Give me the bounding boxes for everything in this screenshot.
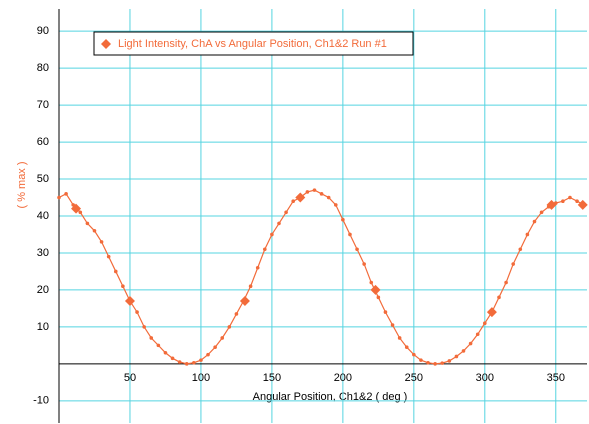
data-point (135, 310, 139, 314)
y-tick-label: 50 (37, 173, 49, 185)
data-point (220, 336, 225, 340)
y-axis-label: ( % max ) (16, 161, 28, 208)
data-point (504, 280, 508, 285)
data-marker (370, 284, 381, 295)
data-point (333, 203, 338, 207)
data-point (426, 360, 430, 365)
legend-box (93, 31, 414, 56)
data-point (255, 265, 260, 270)
y-tick-label: 20 (37, 284, 49, 296)
y-tick-label: 60 (37, 136, 49, 148)
data-point (85, 221, 90, 226)
data-point (532, 219, 537, 224)
data-point (284, 210, 288, 215)
data-point (461, 349, 466, 353)
data-point (156, 343, 161, 348)
data-point (142, 325, 146, 329)
y-tick-label: 40 (37, 210, 49, 222)
data-point (568, 195, 572, 200)
x-tick-label: 350 (547, 372, 565, 384)
data-point (170, 356, 175, 361)
data-point (277, 221, 281, 226)
y-tick-label: 30 (37, 247, 49, 259)
data-point (113, 269, 118, 274)
y-tick-label: -10 (33, 395, 49, 407)
data-point (121, 284, 125, 289)
y-tick-label: 10 (37, 321, 49, 333)
data-point (57, 195, 61, 200)
data-point (518, 247, 523, 252)
data-point (483, 321, 487, 325)
data-point (369, 280, 374, 285)
data-point (270, 232, 274, 237)
x-tick-label: 100 (192, 372, 210, 384)
data-point (397, 336, 402, 340)
x-tick-label: 150 (263, 372, 281, 384)
data-point (163, 350, 168, 355)
data-point (227, 325, 232, 329)
data-point (99, 240, 104, 244)
data-point (383, 310, 388, 314)
x-tick-label: 200 (334, 372, 352, 384)
data-point (348, 232, 352, 237)
legend-marker (101, 39, 111, 49)
data-point (192, 360, 196, 365)
data-point (78, 210, 83, 215)
data-point (177, 360, 182, 364)
data-point (213, 345, 217, 350)
data-point (355, 247, 359, 252)
data-marker (546, 199, 557, 210)
data-point (497, 295, 501, 300)
data-point (248, 284, 253, 289)
data-point (390, 323, 395, 327)
data-marker (239, 296, 250, 307)
data-marker (295, 192, 306, 203)
y-tick-label: 90 (37, 25, 49, 37)
data-marker (577, 199, 588, 210)
data-point (291, 199, 295, 204)
data-point (64, 192, 68, 196)
data-point (341, 217, 345, 222)
data-point (419, 358, 423, 362)
data-point (475, 332, 480, 337)
y-tick-label: 80 (37, 62, 49, 74)
x-tick-label: 250 (405, 372, 423, 384)
data-point (199, 358, 203, 362)
data-point (440, 361, 445, 365)
x-axis-label: Angular Position, Ch1&2 ( deg ) (253, 391, 408, 403)
data-point (412, 352, 416, 357)
data-point (106, 254, 111, 259)
data-point (305, 190, 310, 194)
data-marker (71, 203, 82, 214)
data-point (561, 199, 565, 204)
legend-label: Light Intensity, ChA vs Angular Position… (118, 38, 387, 50)
data-point (312, 188, 317, 192)
data-point (447, 359, 452, 363)
data-point (326, 195, 331, 200)
data-point (206, 352, 210, 357)
x-tick-label: 300 (476, 372, 494, 384)
data-marker (124, 296, 135, 307)
data-point (319, 192, 324, 196)
data-point (184, 362, 189, 366)
data-point (376, 295, 381, 300)
data-point (433, 362, 437, 366)
data-point (575, 199, 579, 204)
data-point (539, 210, 544, 215)
data-point (454, 354, 459, 359)
data-point (234, 312, 239, 316)
data-point (149, 336, 154, 340)
data-point (263, 247, 267, 252)
data-point (468, 341, 473, 346)
data-marker (486, 307, 497, 318)
data-point (525, 232, 530, 237)
data-point (511, 262, 515, 266)
y-tick-label: 70 (37, 99, 49, 111)
data-point (92, 228, 97, 233)
x-tick-label: 50 (124, 372, 136, 384)
data-point (362, 262, 366, 266)
data-point (404, 345, 409, 350)
